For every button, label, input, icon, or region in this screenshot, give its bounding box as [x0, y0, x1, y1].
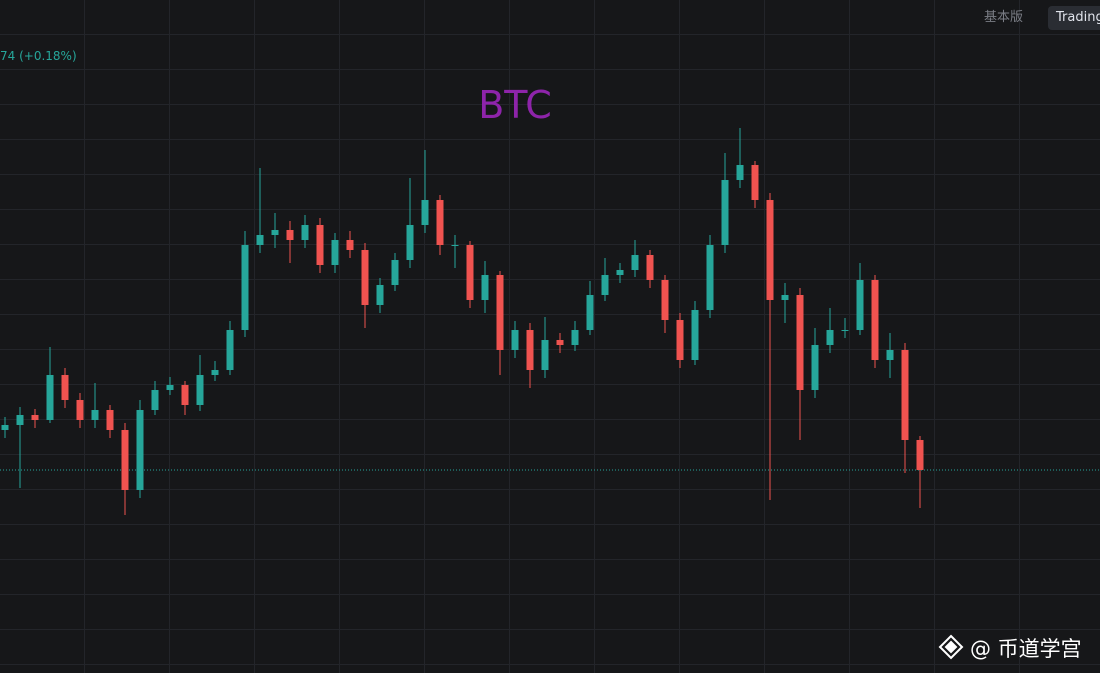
candle-body: [406, 225, 414, 260]
tab[interactable]: 基本版: [984, 10, 1024, 25]
legend-text: 74 (+0.18%): [0, 49, 77, 63]
candle-body: [346, 240, 354, 250]
candle-body: [91, 410, 99, 420]
tab[interactable]: Trading: [1048, 6, 1100, 30]
candle-body: [856, 280, 864, 330]
candle-body: [1, 425, 9, 430]
candle-body: [676, 320, 684, 360]
candle-body: [841, 330, 849, 331]
candle-body: [361, 250, 369, 305]
candle-body: [706, 245, 714, 310]
candle-body: [166, 385, 174, 390]
candle-body: [226, 330, 234, 370]
candle-body: [136, 410, 144, 490]
candle-body: [766, 200, 774, 300]
watermark: @ 币道学宫: [970, 637, 1082, 661]
candle-body: [256, 235, 264, 245]
candle-body: [196, 375, 204, 405]
candle-body: [601, 275, 609, 295]
candle-body: [421, 200, 429, 225]
candle-body: [916, 440, 924, 470]
candle-body: [586, 295, 594, 330]
candle-body: [466, 245, 474, 300]
candle-body: [646, 255, 654, 280]
candle-body: [16, 415, 24, 425]
candle-body: [241, 245, 249, 330]
candle-body: [571, 330, 579, 345]
candle-body: [721, 180, 729, 245]
candle-body: [826, 330, 834, 345]
watermark-logo: [938, 634, 964, 660]
candle-body: [376, 285, 384, 305]
candle-body: [796, 295, 804, 390]
candle-body: [496, 275, 504, 350]
candle-body: [181, 385, 189, 405]
candle-body: [616, 270, 624, 275]
candle-body: [751, 165, 759, 200]
candle-body: [61, 375, 69, 400]
candle-body: [481, 275, 489, 300]
candle-body: [631, 255, 639, 270]
candle-body: [46, 375, 54, 420]
candle-body: [886, 350, 894, 360]
chart-title: BTC: [478, 83, 552, 127]
candle-body: [76, 400, 84, 420]
candle-body: [736, 165, 744, 180]
candle-body: [526, 330, 534, 370]
candle-body: [121, 430, 129, 490]
candle-body: [511, 330, 519, 350]
candle-body: [556, 340, 564, 345]
candle-body: [541, 340, 549, 370]
candle-body: [451, 245, 459, 246]
candle-body: [316, 225, 324, 265]
candle-body: [286, 230, 294, 240]
candle-body: [301, 225, 309, 240]
candle-body: [871, 280, 879, 360]
candle-body: [331, 240, 339, 265]
candle-body: [31, 415, 39, 420]
candle-body: [211, 370, 219, 375]
candle-body: [271, 230, 279, 235]
candle-body: [661, 280, 669, 320]
candle-body: [781, 295, 789, 300]
candle-body: [901, 350, 909, 440]
candle-body: [811, 345, 819, 390]
candle-body: [691, 310, 699, 360]
candle-body: [436, 200, 444, 245]
candle-body: [391, 260, 399, 285]
candle-body: [106, 410, 114, 430]
candle-body: [151, 390, 159, 410]
